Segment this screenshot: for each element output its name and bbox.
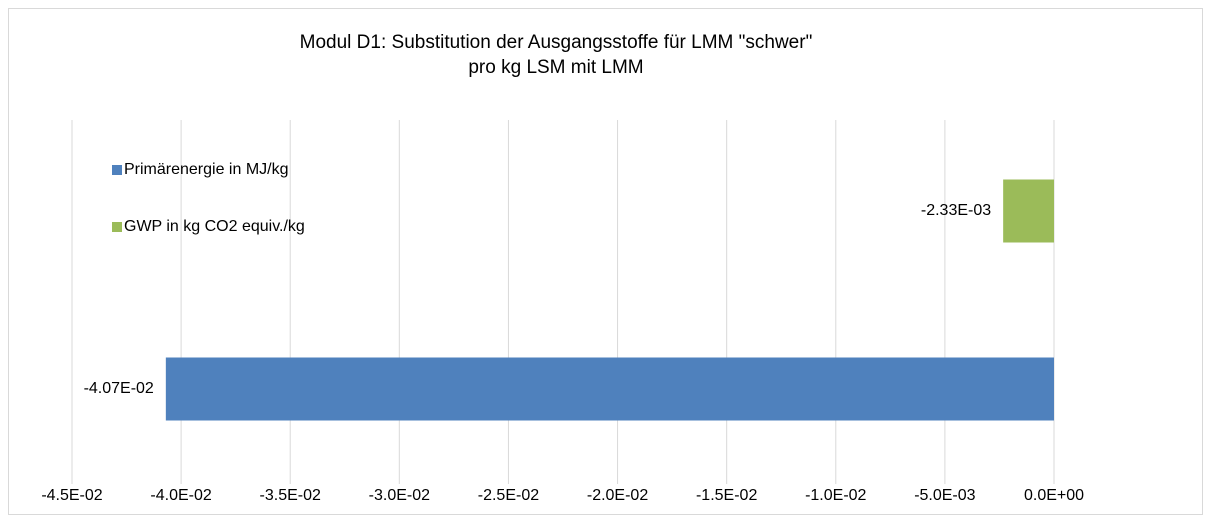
x-tick-label: -2.5E-02 xyxy=(478,487,539,504)
bar xyxy=(1003,179,1054,243)
value-label: -2.33E-03 xyxy=(921,202,991,219)
x-tick-label: -1.5E-02 xyxy=(696,487,757,504)
legend-label: Primärenergie in MJ/kg xyxy=(124,161,289,178)
chart-title: Modul D1: Substitution der Ausgangsstoff… xyxy=(300,32,813,53)
x-tick-label: -3.5E-02 xyxy=(260,487,321,504)
x-tick-label: -4.5E-02 xyxy=(41,487,102,504)
x-tick-label: -2.0E-02 xyxy=(587,487,648,504)
legend-swatch xyxy=(112,222,122,232)
chart-border xyxy=(8,8,1203,515)
bar xyxy=(165,357,1054,421)
legend-swatch xyxy=(112,165,122,175)
x-tick-label: -5.0E-03 xyxy=(914,487,975,504)
x-tick-label: -1.0E-02 xyxy=(805,487,866,504)
x-tick-label: -4.0E-02 xyxy=(150,487,211,504)
legend-label: GWP in kg CO2 equiv./kg xyxy=(124,218,305,235)
x-tick-label: 0.0E+00 xyxy=(1024,487,1084,504)
chart-subtitle: pro kg LSM mit LMM xyxy=(468,57,643,78)
value-label: -4.07E-02 xyxy=(84,380,154,397)
x-tick-label: -3.0E-02 xyxy=(369,487,430,504)
